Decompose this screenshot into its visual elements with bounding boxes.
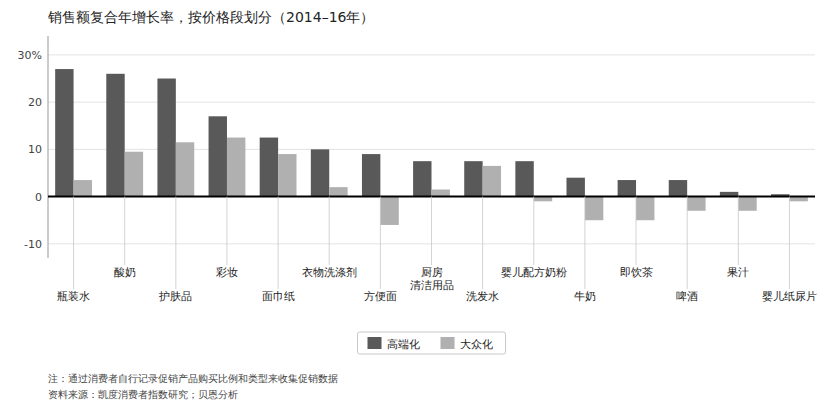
x-tick-label: 婴儿配方奶粉 [501, 266, 567, 279]
category-connector [584, 197, 585, 289]
x-tick-label: 酸奶 [114, 266, 136, 279]
category-connector [636, 197, 637, 265]
legend-frame [358, 332, 506, 354]
bar [618, 180, 636, 197]
bar [74, 180, 92, 197]
bar [515, 161, 533, 196]
note: 注：通过消费者自行记录促销产品购买比例和类型来收集促销数据 [48, 373, 338, 384]
x-tick-label: 护肤品 [158, 290, 192, 303]
legend: 高端化 大众化 [358, 332, 506, 354]
category-connector [124, 197, 125, 265]
bar [362, 154, 380, 197]
category-connector [431, 197, 432, 265]
bar [329, 187, 347, 196]
bar [176, 142, 194, 196]
category-connector [329, 197, 330, 265]
note: 资料来源：凯度消费者指数研究；贝恩分析 [48, 389, 238, 400]
x-tick-label-line: 面巾纸 [262, 290, 295, 303]
bar [483, 166, 501, 197]
x-tick-label-line: 牛奶 [574, 290, 596, 303]
legend-swatch [368, 337, 382, 349]
y-tick-label: 30% [18, 49, 42, 62]
y-tick-label: 0 [35, 191, 42, 204]
category-connector [226, 197, 227, 265]
x-tick-label-line: 即饮茶 [620, 266, 653, 279]
x-tick-label: 果汁 [727, 266, 749, 279]
category-connector [533, 197, 534, 265]
x-tick-label-line: 果汁 [727, 266, 749, 279]
x-tick-label: 彩妆 [216, 266, 238, 279]
category-connector [482, 197, 483, 289]
x-tick-label: 即饮茶 [620, 266, 653, 279]
x-tick-label-line: 衣物洗涤剂 [302, 266, 357, 279]
x-tick-label: 衣物洗涤剂 [302, 266, 357, 279]
category-connector [738, 197, 739, 265]
x-tick-label: 面巾纸 [262, 290, 295, 303]
y-axis-line [48, 36, 49, 258]
bar [106, 74, 124, 197]
category-connector [789, 197, 790, 289]
bar [311, 149, 329, 196]
title: 销售额复合年增长率，按价格段划分（2014–16年） [47, 9, 374, 25]
chart: 销售额复合年增长率，按价格段划分（2014–16年） -10 0 10 20 30% 瓶装水… [0, 0, 830, 418]
category-connector [73, 197, 74, 289]
category-connector [175, 197, 176, 289]
x-tick-label-line: 厨房 [421, 266, 443, 279]
category-connector [380, 197, 381, 289]
bar [687, 197, 705, 211]
x-tick-label-line: 瓶装水 [57, 290, 90, 303]
bar [380, 197, 398, 225]
x-tick-label-line: 护肤品 [158, 290, 192, 303]
x-tick-label-line: 婴儿配方奶粉 [501, 266, 567, 279]
x-tick-label-line: 清洁用品 [410, 279, 454, 292]
x-tick-label-line: 洗发水 [466, 290, 499, 303]
bar [585, 197, 603, 221]
bar [125, 152, 143, 197]
x-tick-label: 方便面 [364, 290, 397, 303]
bar [209, 116, 227, 196]
bar [278, 154, 296, 197]
y-tick-label: 10 [28, 143, 42, 156]
bar [636, 197, 654, 221]
bar [55, 69, 73, 197]
x-tick-label-line: 啤酒 [676, 290, 698, 303]
legend-swatch [441, 337, 455, 349]
y-tick-label: -10 [24, 238, 42, 251]
x-tick-label-line: 酸奶 [114, 266, 136, 279]
category-connector [278, 197, 279, 289]
bar [413, 161, 431, 196]
bar [432, 190, 450, 197]
bar [157, 79, 175, 197]
grid-line [48, 54, 815, 55]
x-tick-label: 厨房清洁用品 [410, 266, 454, 292]
bar [566, 178, 584, 197]
bar [669, 180, 687, 197]
bar [738, 197, 756, 211]
category-connector [687, 197, 688, 289]
bar [464, 161, 482, 196]
x-tick-label: 洗发水 [466, 290, 499, 303]
bar [227, 138, 245, 197]
x-tick-label: 瓶装水 [57, 290, 90, 303]
x-tick-label-line: 彩妆 [216, 266, 238, 279]
legend-label: 高端化 [387, 338, 420, 351]
x-tick-label-line: 方便面 [364, 290, 397, 303]
legend-label: 大众化 [460, 338, 493, 351]
x-tick-label-line: 婴儿纸尿片 [762, 290, 817, 303]
bar [260, 138, 278, 197]
x-tick-label: 啤酒 [676, 290, 698, 303]
y-tick-label: 20 [28, 96, 42, 109]
x-tick-label: 婴儿纸尿片 [762, 290, 817, 303]
x-tick-label: 牛奶 [574, 290, 596, 303]
